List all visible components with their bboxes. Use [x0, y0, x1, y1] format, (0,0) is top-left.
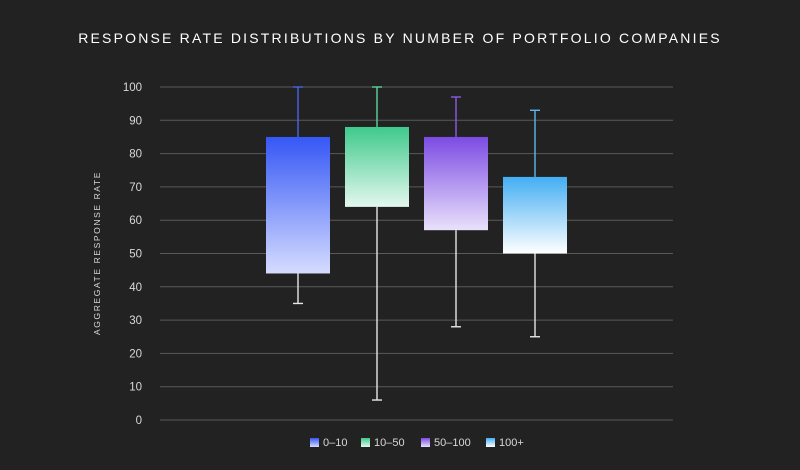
legend-label: 50–100 — [434, 437, 471, 449]
legend-swatch — [486, 438, 495, 447]
y-axis-label: AGGREGATE RESPONSE RATE — [92, 171, 102, 335]
y-tick-label: 60 — [129, 215, 142, 227]
legend-label: 10–50 — [374, 437, 405, 449]
legend-item-0–10: 0–10 — [310, 437, 347, 449]
y-tick-label: 0 — [136, 415, 142, 427]
gridlines — [160, 86, 673, 421]
boxes — [266, 86, 567, 401]
y-tick-label: 10 — [129, 382, 142, 394]
legend-item-100+: 100+ — [486, 437, 524, 449]
y-tick-label: 80 — [129, 149, 142, 161]
y-tick-label: 20 — [129, 348, 142, 360]
y-tick-label: 40 — [129, 282, 142, 294]
legend-label: 100+ — [499, 437, 524, 449]
box-50–100 — [424, 96, 488, 328]
y-axis-ticks: 0 10 20 30 40 50 60 70 80 90 100 — [123, 82, 142, 427]
legend-item-50–100: 50–100 — [421, 437, 471, 449]
legend-swatch — [421, 438, 430, 447]
legend-swatch — [361, 438, 370, 447]
y-tick-label: 90 — [129, 115, 142, 127]
iqr-box — [266, 136, 330, 274]
y-tick-label: 70 — [129, 182, 142, 194]
y-tick-label: 50 — [129, 249, 142, 261]
iqr-box — [424, 136, 488, 231]
y-tick-label: 100 — [123, 82, 142, 94]
box-10–50 — [345, 86, 409, 401]
box-0–10 — [266, 86, 330, 305]
legend-item-10–50: 10–50 — [361, 437, 405, 449]
legend-label: 0–10 — [323, 437, 347, 449]
iqr-box — [503, 176, 567, 254]
iqr-box — [345, 126, 409, 207]
legend-swatch — [310, 438, 319, 447]
box-100+ — [503, 109, 567, 338]
chart-title: RESPONSE RATE DISTRIBUTIONS BY NUMBER OF… — [78, 30, 722, 46]
legend: 0–10 10–50 50–100 100+ — [310, 437, 524, 449]
y-tick-label: 30 — [129, 315, 142, 327]
